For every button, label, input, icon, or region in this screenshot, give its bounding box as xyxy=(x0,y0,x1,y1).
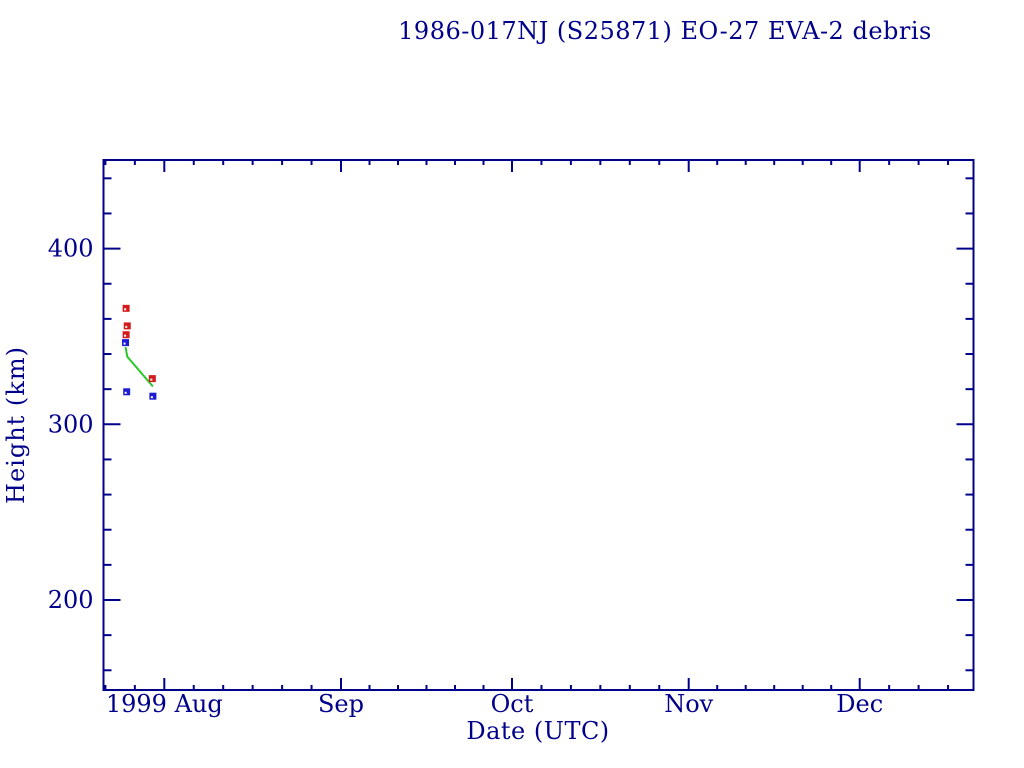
data-point-notch xyxy=(124,391,127,394)
y-tick-label: 400 xyxy=(48,235,94,263)
data-point-notch xyxy=(124,308,127,311)
x-tick-label: Dec xyxy=(836,690,883,718)
x-tick-label: Sep xyxy=(318,690,364,718)
x-tick-label: 1999 Aug xyxy=(106,690,223,718)
y-tick-label: 200 xyxy=(48,586,94,614)
plot-frame xyxy=(102,159,975,691)
data-point-notch xyxy=(123,342,126,345)
x-tick-label: Nov xyxy=(664,690,713,718)
x-tick-label: Oct xyxy=(491,690,534,718)
data-line-green-line xyxy=(124,346,154,388)
x-axis-label: Date (UTC) xyxy=(466,717,610,745)
data-point-notch xyxy=(124,334,127,337)
data-point-notch xyxy=(150,396,153,399)
chart-title: 1986-017NJ (S25871) EO-27 EVA-2 debris xyxy=(398,17,932,45)
data-point-notch xyxy=(150,378,153,381)
data-point-notch xyxy=(125,325,128,328)
y-tick-label: 300 xyxy=(48,410,94,438)
data-point-blue-squares xyxy=(122,339,130,347)
